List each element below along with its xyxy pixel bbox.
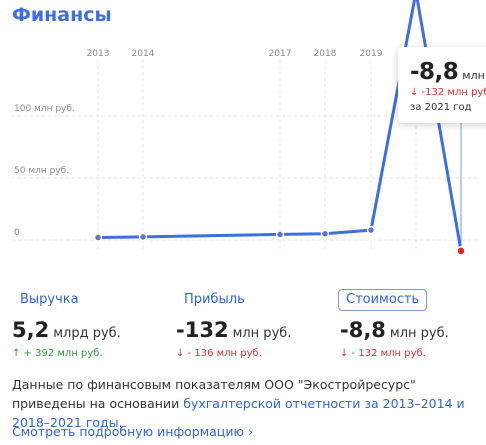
finance-line-chart[interactable]: 2013201420172018201920202021 100 млн руб… — [0, 0, 486, 290]
tab-revenue[interactable]: Выручка — [20, 292, 79, 307]
series-line — [97, 0, 463, 252]
metric-revenue-unit: млрд руб. — [53, 326, 121, 341]
x-tick-label-2018: 2018 — [314, 49, 337, 59]
y-tick-label-100: 100 млн руб. — [14, 104, 75, 114]
accounting-report-link[interactable]: бухгалтерской отчетности за 2013–2014 и … — [12, 396, 465, 430]
data-point-2019 — [366, 225, 376, 235]
metric-revenue: 5,2 млрд руб. — [12, 318, 121, 342]
metric-revenue-value: 5,2 — [12, 318, 50, 342]
metric-profit-unit: млн руб. — [232, 326, 292, 341]
tooltip-period: за 2021 год — [410, 102, 472, 113]
metric-value: -8,8 млн руб. — [340, 318, 449, 342]
tooltip-value: -8,8 — [410, 59, 459, 85]
x-tick-label-2017: 2017 — [269, 49, 292, 59]
tooltip-change: ↓ -132 млн руб. — [410, 87, 486, 98]
metric-profit-value: -132 — [176, 318, 229, 342]
y-tick-label-0: 0 — [14, 228, 20, 238]
more-details-link[interactable]: Смотреть подробную информацию › — [12, 424, 253, 439]
metric-revenue-change: ↑ + 392 млн руб. — [12, 348, 103, 359]
data-point-2018 — [320, 229, 330, 239]
x-tick-label-2014: 2014 — [132, 49, 155, 59]
data-point-2014 — [138, 232, 148, 242]
metric-profit: -132 млн руб. — [176, 318, 291, 342]
tooltip-unit: млн руб — [462, 69, 486, 82]
data-point-2013 — [93, 233, 103, 242]
data-point-2021 — [456, 246, 466, 256]
tab-profit[interactable]: Прибыль — [184, 292, 245, 307]
metric-value-change: ↓ - 132 млн руб. — [340, 348, 426, 359]
financial-description: Данные по финансовым показателям ООО "Эк… — [12, 375, 474, 432]
section-title: Финансы — [12, 4, 112, 26]
description-text: Данные по финансовым показателям ООО "Эк… — [12, 377, 416, 411]
y-tick-label-50: 50 млн руб. — [14, 166, 69, 176]
metric-profit-change: ↓ - 136 млн руб. — [176, 348, 262, 359]
metric-value-unit: млн руб. — [389, 326, 449, 341]
data-point-2017 — [275, 230, 285, 239]
x-tick-label-2013: 2013 — [87, 49, 110, 59]
y-axis-ticks: 100 млн руб. 50 млн руб. 0 — [14, 104, 75, 238]
description-suffix: . — [118, 415, 123, 430]
chart-series — [93, 0, 466, 256]
tab-value[interactable]: Стоимость — [338, 289, 428, 311]
x-tick-label-2019: 2019 — [360, 49, 383, 59]
metric-value-value: -8,8 — [340, 318, 386, 342]
